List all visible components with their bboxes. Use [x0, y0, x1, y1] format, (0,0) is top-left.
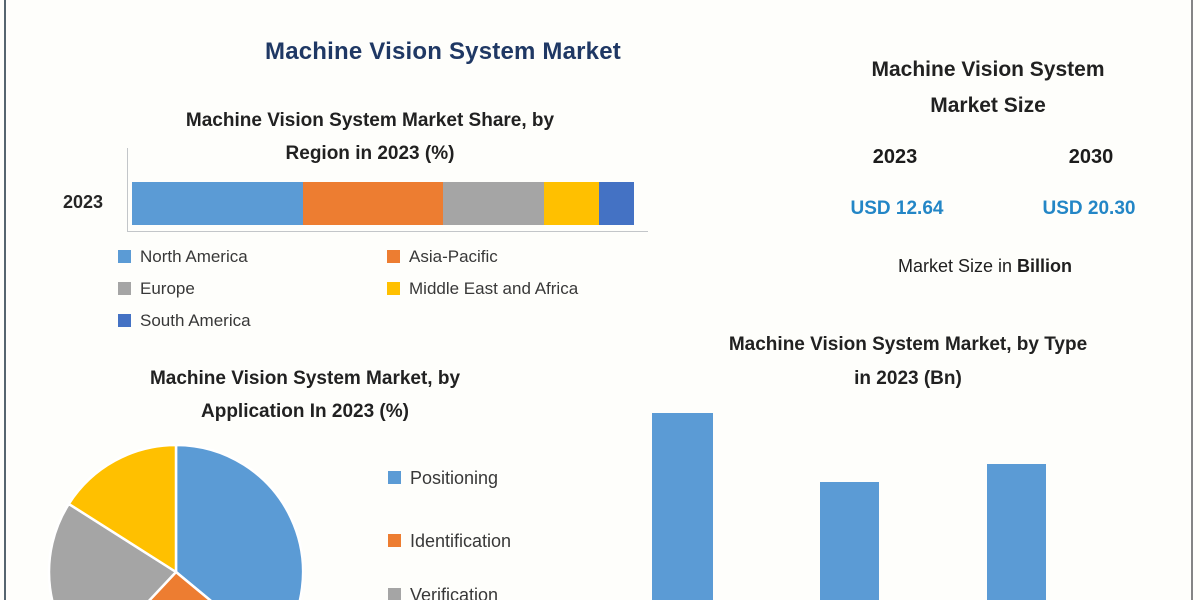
legend-item-europe: Europe: [118, 279, 195, 299]
legend-label: Middle East and Africa: [409, 279, 579, 298]
positioning-swatch-icon: [388, 471, 401, 484]
caption-unit: Billion: [1017, 256, 1073, 276]
region-chart-title-line2: Region in 2023 (%): [285, 143, 455, 164]
region-segment-europe: [443, 182, 544, 225]
region-chart-y-axis-line: [127, 148, 128, 232]
region-chart-x-axis-line: [127, 231, 648, 232]
page-title: Machine Vision System Market: [265, 38, 621, 65]
market-size-panel-title: Machine Vision System Market Size: [788, 52, 1188, 124]
legend-item-positioning: Positioning: [388, 468, 498, 488]
type-bar-3: [987, 464, 1046, 600]
market-size-title-line1: Machine Vision System: [871, 58, 1105, 81]
market-size-caption: Market Size in Billion: [785, 256, 1185, 277]
legend-item-asia-pacific: Asia-Pacific: [387, 247, 498, 267]
type-chart-title-line2: in 2023 (Bn): [854, 368, 962, 389]
verification-swatch-icon: [388, 588, 401, 600]
identification-swatch-icon: [388, 534, 401, 547]
application-chart-title-line1: Machine Vision System Market, by: [149, 368, 461, 389]
region-segment-asia-pacific: [302, 182, 444, 225]
pie-slice-verification: [47, 502, 178, 600]
legend-label: Identification: [410, 531, 512, 551]
year-label-2030: 2030: [1068, 146, 1114, 168]
legend-item-identification: Identification: [388, 531, 511, 551]
legend-item-middle-east-africa: Middle East and Africa: [387, 279, 578, 299]
legend-item-south-america: South America: [118, 311, 251, 331]
legend-label: Asia-Pacific: [409, 247, 498, 266]
europe-swatch-icon: [118, 282, 131, 295]
south-america-swatch-icon: [118, 314, 131, 327]
legend-item-north-america: North America: [118, 247, 248, 267]
type-chart-title-line1: Machine Vision System Market, by Type: [728, 334, 1088, 355]
region-segment-north-america: [132, 182, 303, 225]
year-label-2023: 2023: [872, 146, 918, 168]
region-chart-y-axis-label: 2023: [62, 192, 104, 212]
application-chart-title-line2: Application In 2023 (%): [201, 401, 409, 422]
legend-label: North America: [140, 247, 248, 266]
region-segment-south-america: [598, 182, 634, 225]
asia-pacific-swatch-icon: [387, 250, 400, 263]
caption-prefix: Market Size in: [897, 256, 1018, 276]
application-chart-title: Machine Vision System Market, by Applica…: [55, 362, 555, 428]
middle-east-africa-swatch-icon: [387, 282, 400, 295]
north-america-swatch-icon: [118, 250, 131, 263]
application-pie-chart: [47, 443, 305, 600]
region-stacked-bar: [132, 182, 634, 225]
pie-slice-positioning: [174, 443, 305, 600]
legend-label: Positioning: [410, 468, 499, 488]
pie-slice-identification: [148, 570, 212, 600]
market-size-title-line2: Market Size: [930, 94, 1046, 117]
legend-label: Europe: [140, 279, 195, 298]
pie-slice-unlabeled: [67, 443, 178, 574]
region-segment-middle-east-and-africa: [543, 182, 599, 225]
market-size-value-2030: USD 20.30: [1042, 198, 1136, 219]
type-chart-title: Machine Vision System Market, by Type in…: [658, 328, 1158, 396]
legend-item-verification: Verification: [388, 585, 498, 600]
market-size-value-2023: USD 12.64: [850, 198, 944, 219]
region-chart-title-line1: Machine Vision System Market Share, by: [185, 110, 555, 131]
left-border-line: [4, 0, 6, 600]
region-chart-title: Machine Vision System Market Share, by R…: [120, 104, 620, 170]
right-border-line: [1191, 0, 1193, 600]
legend-label: Verification: [410, 585, 499, 600]
type-bar-1: [652, 413, 713, 600]
type-bar-2: [820, 482, 879, 600]
legend-label: South America: [140, 311, 251, 330]
